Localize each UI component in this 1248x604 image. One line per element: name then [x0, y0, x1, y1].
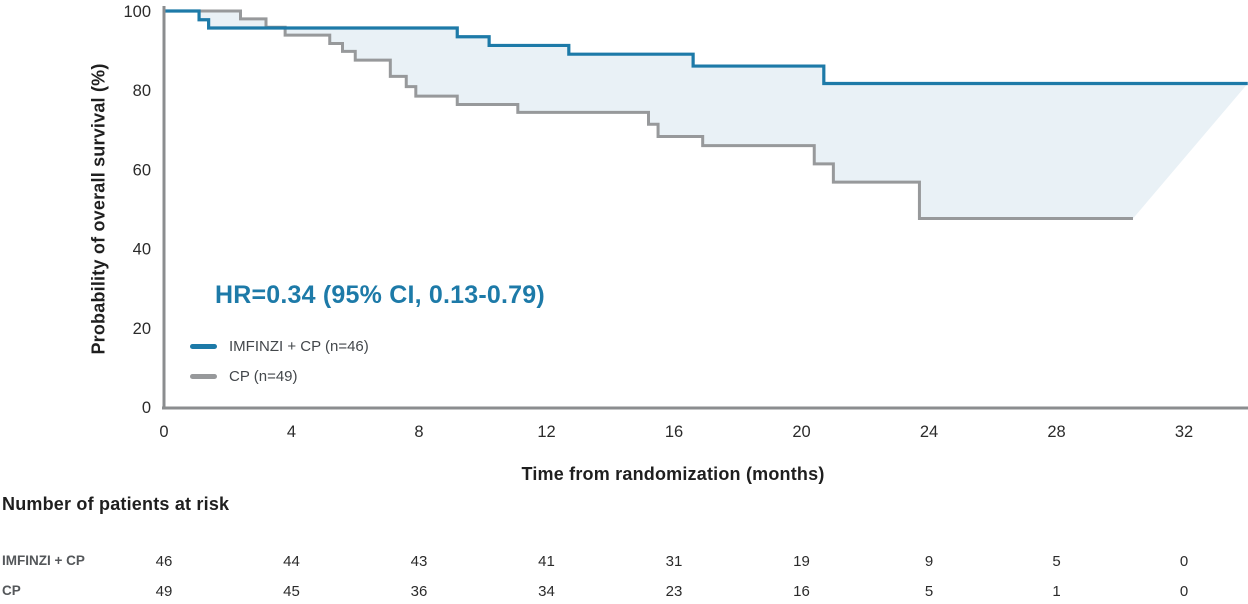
at-risk-row-label: IMFINZI + CP [2, 553, 85, 568]
at-risk-count: 5 [1052, 553, 1061, 570]
y-tick-label: 20 [133, 320, 151, 338]
at-risk-count: 36 [410, 583, 428, 600]
at-risk-count: 0 [1179, 583, 1189, 600]
legend-label-control: CP (n=49) [229, 367, 298, 385]
at-risk-count: 16 [793, 583, 810, 600]
x-tick-label: 4 [287, 423, 296, 441]
x-tick-label: 12 [537, 423, 555, 441]
imfinzi-cp-curve [164, 9, 1248, 86]
at-risk-count: 49 [155, 583, 173, 600]
legend: IMFINZI + CP (n=46) CP (n=49) [190, 331, 369, 391]
at-risk-count: 5 [924, 583, 934, 600]
at-risk-count: 45 [283, 583, 300, 600]
at-risk-table-title: Number of patients at risk [2, 494, 230, 514]
at-risk-count: 1 [1052, 583, 1061, 600]
at-risk-count: 43 [410, 553, 428, 570]
y-tick-label: 80 [133, 82, 151, 100]
y-tick-label: 60 [133, 161, 151, 179]
x-tick-label: 0 [159, 423, 168, 441]
y-tick-label: 100 [123, 3, 151, 21]
at-risk-count: 23 [665, 583, 683, 600]
at-risk-count: 46 [155, 553, 173, 570]
at-risk-count: 0 [1179, 553, 1189, 570]
between-curve-band [164, 11, 1248, 219]
hazard-ratio-annotation: HR=0.34 (95% CI, 0.13-0.79) [215, 281, 545, 309]
x-tick-label: 24 [920, 423, 938, 441]
treatment-line-swatch-icon [190, 343, 217, 349]
x-tick-label: 16 [665, 423, 683, 441]
at-risk-count: 34 [538, 583, 555, 600]
y-tick-label: 0 [142, 399, 151, 417]
control-line-swatch-icon [190, 373, 217, 379]
legend-item-treatment: IMFINZI + CP (n=46) [190, 331, 369, 361]
x-axis-title: Time from randomization (months) [521, 464, 825, 484]
at-risk-count: 31 [665, 553, 683, 570]
legend-item-control: CP (n=49) [190, 361, 369, 391]
at-risk-count: 41 [538, 553, 555, 570]
legend-label-treatment: IMFINZI + CP (n=46) [229, 337, 369, 355]
x-tick-label: 28 [1047, 423, 1065, 441]
y-tick-label: 40 [133, 241, 151, 259]
x-tick-label: 20 [792, 423, 810, 441]
at-risk-count: 9 [924, 553, 934, 570]
at-risk-count: 19 [793, 553, 810, 570]
at-risk-count: 44 [283, 553, 300, 570]
km-plot: 100 80 60 40 20 00 4 8 12 16 20 24 28 32 [123, 3, 1248, 441]
x-tick-label: 8 [414, 423, 423, 441]
at-risk-row-label: CP [2, 583, 21, 598]
x-tick-label: 32 [1175, 423, 1193, 441]
cp-curve [164, 9, 1133, 221]
